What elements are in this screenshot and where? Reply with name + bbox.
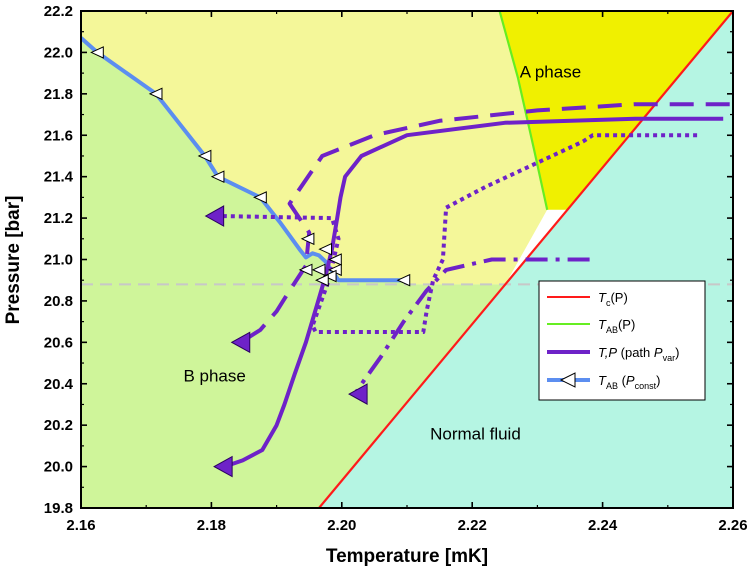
tab-const-marker — [90, 46, 104, 59]
series-path-solid — [223, 116, 724, 469]
series-layer — [81, 11, 733, 508]
region-label-b-phase: B phase — [183, 367, 245, 386]
x-axis-title: Temperature [mK] — [326, 546, 488, 567]
legend-label-tab-const: TAB (Pconst) — [598, 373, 660, 391]
y-tick-label: 20.4 — [44, 376, 74, 393]
x-tick-label: 2.24 — [588, 517, 618, 534]
x-tick-label: 2.20 — [327, 517, 356, 534]
legend-label-tc: Tc(P) — [598, 290, 628, 308]
y-tick-label: 19.8 — [44, 500, 73, 517]
tab-const-marker — [253, 191, 267, 204]
tab-const-marker — [318, 242, 332, 256]
y-tick-label: 20.6 — [44, 334, 73, 351]
region-label-normal-fluid: Normal fluid — [430, 425, 521, 444]
y-tick-label: 21.8 — [44, 86, 73, 103]
region-label-a-phase: A phase — [520, 62, 581, 81]
tab-const-marker — [322, 269, 337, 283]
legend-marker-tab-const — [559, 372, 576, 388]
x-tick-label: 2.22 — [458, 517, 487, 534]
path-arrowhead — [230, 331, 251, 354]
tab-const-marker — [148, 87, 163, 101]
y-tick-label: 20.2 — [44, 417, 73, 434]
series-path-dotted — [217, 133, 698, 334]
y-tick-label: 21.0 — [44, 252, 73, 269]
tab-const-marker — [300, 232, 315, 246]
series-path-dashed — [239, 102, 730, 344]
tab-const-marker — [396, 273, 411, 287]
tab-const-marker — [315, 273, 329, 287]
x-tick-label: 2.16 — [66, 517, 95, 534]
legend-label-tab: TAB(P) — [598, 317, 635, 335]
legend-label-path: T,P (path Pvar) — [598, 345, 679, 363]
x-tick-label: 2.26 — [718, 517, 747, 534]
y-tick-label: 22.0 — [44, 44, 73, 61]
tab-const-marker — [197, 149, 212, 163]
x-tick-label: 2.18 — [197, 517, 226, 534]
tab-const-marker — [311, 263, 326, 277]
path-arrowhead — [204, 205, 225, 227]
plot-area — [81, 11, 733, 508]
legend: Tc(P) TAB(P) T,P (path Pvar) TAB (Pconst… — [538, 280, 706, 401]
tab-const-marker — [210, 170, 225, 183]
axis-ticks: 2.16 2.18 2.20 2.22 2.24 2.26 19.8 20.0 20.2 20.4… — [44, 3, 748, 534]
y-tick-label: 20.8 — [44, 293, 73, 310]
series-tab-line — [498, 11, 549, 211]
a-phase-stable-region — [499, 11, 733, 210]
series-path-dashdot — [353, 257, 590, 396]
y-tick-label: 21.4 — [44, 169, 74, 186]
y-tick-label: 22.2 — [44, 3, 73, 20]
tab-const-marker — [328, 253, 342, 266]
y-axis-title: Pressure [bar] — [3, 196, 24, 325]
y-tick-label: 20.0 — [44, 459, 73, 476]
path-arrowhead — [348, 383, 368, 405]
path-arrowhead — [213, 455, 233, 478]
y-tick-label: 21.6 — [44, 127, 73, 144]
y-tick-label: 21.2 — [44, 210, 73, 227]
